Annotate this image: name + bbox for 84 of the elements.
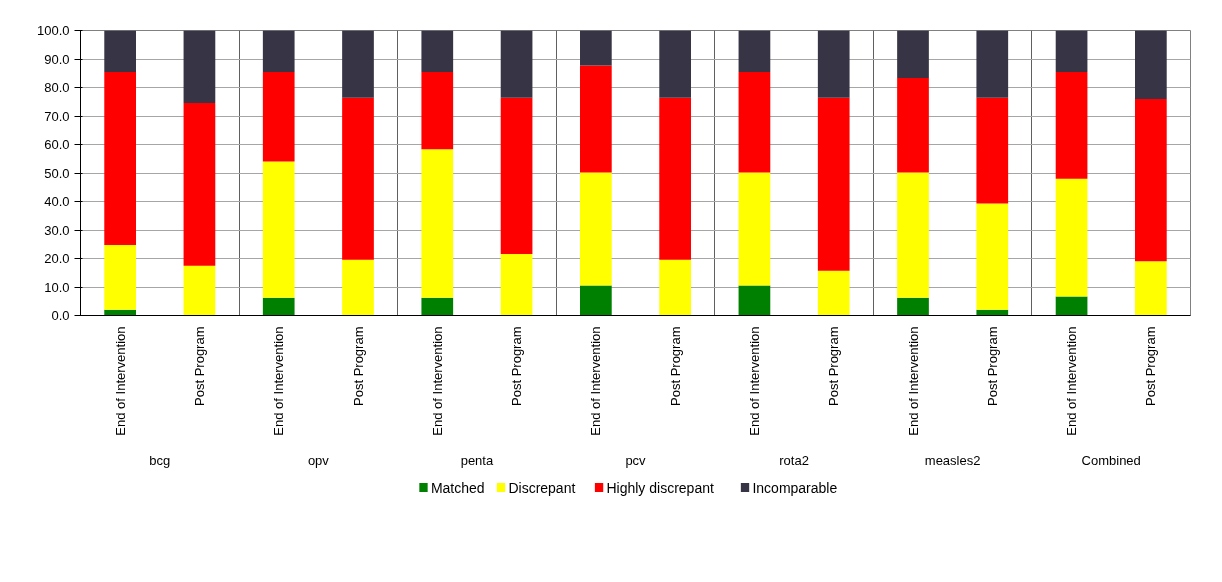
bar (580, 30, 612, 66)
bar (183, 30, 216, 103)
bar (104, 245, 136, 310)
bar (1055, 72, 1088, 179)
bar (976, 30, 1009, 98)
y-tick-label: 70.0 (44, 108, 70, 124)
bar (976, 203, 1009, 310)
bar (580, 285, 612, 316)
bar (262, 161, 295, 298)
bar (817, 30, 850, 98)
y-tick-label: 20.0 (44, 251, 70, 266)
bar (500, 97, 533, 254)
bar (183, 102, 216, 266)
bar (897, 30, 929, 79)
x-tick-label: Post Program (984, 326, 1000, 406)
x-tick-label: Post Program (1143, 326, 1159, 406)
y-tick-label: 100.0 (36, 23, 70, 38)
bar (262, 30, 295, 73)
bar (738, 72, 771, 173)
y-tick-label: 30.0 (44, 222, 70, 238)
x-tick-label: End of Intervention (1064, 326, 1080, 436)
text: penta (460, 452, 494, 468)
x-tick-label: Post Program (350, 326, 366, 406)
bar (897, 297, 929, 316)
legend-label: Highly discrepant (606, 479, 714, 496)
bar (1055, 178, 1088, 297)
x-tick-label: End of Intervention (588, 326, 604, 436)
bar (580, 172, 612, 286)
bar (738, 285, 771, 316)
y-tick-label: 10.0 (44, 279, 70, 295)
bar (976, 97, 1009, 204)
text: bcg (149, 452, 171, 468)
legend-label: Discrepant (508, 479, 576, 496)
legend-label: Incomparable (752, 479, 838, 496)
x-tick-label: End of Intervention (112, 326, 128, 436)
x-tick-label: End of Intervention (746, 326, 762, 436)
bar (342, 259, 374, 316)
y-tick-label: 40.0 (44, 194, 70, 209)
bar (659, 259, 691, 316)
text: rota2 (779, 452, 809, 468)
y-tick-label: 50.0 (44, 165, 70, 181)
legend-label: Matched (430, 479, 485, 496)
bar (104, 72, 136, 246)
bar (659, 30, 691, 98)
text: Combined (1081, 452, 1141, 468)
text: measles2 (924, 452, 981, 468)
bar (1135, 30, 1167, 99)
bar (1135, 261, 1167, 316)
y-tick-label: 80.0 (44, 80, 70, 95)
bar (500, 30, 533, 98)
bar (738, 30, 771, 73)
bar (421, 72, 454, 150)
bar (1055, 296, 1088, 316)
bar (342, 97, 374, 260)
x-tick-label: End of Intervention (429, 326, 445, 436)
bar (421, 149, 454, 298)
bar (1055, 30, 1088, 73)
x-tick-label: End of Intervention (905, 326, 921, 436)
bar (659, 97, 691, 260)
x-tick-label: Post Program (667, 326, 683, 406)
bar (421, 30, 454, 73)
y-tick-label: 0.0 (51, 308, 70, 323)
bar (342, 30, 374, 98)
bar (580, 65, 612, 173)
y-tick-label: 90.0 (44, 51, 70, 67)
bar (897, 78, 929, 173)
bar (262, 72, 295, 162)
bar (817, 97, 850, 271)
bar (738, 172, 771, 286)
x-tick-label: End of Intervention (271, 326, 287, 436)
bar (1135, 98, 1167, 262)
x-tick-label: Post Program (826, 326, 842, 406)
bar (183, 265, 216, 316)
bar (500, 253, 533, 316)
bar (897, 172, 929, 298)
bar (104, 30, 136, 73)
text: pcv (625, 452, 647, 468)
text: opv (307, 452, 330, 468)
bar (262, 297, 295, 316)
bar (421, 297, 454, 316)
x-tick-label: Post Program (191, 326, 207, 406)
x-tick-label: Post Program (509, 326, 525, 406)
bar (817, 270, 850, 316)
y-tick-label: 60.0 (44, 137, 70, 152)
